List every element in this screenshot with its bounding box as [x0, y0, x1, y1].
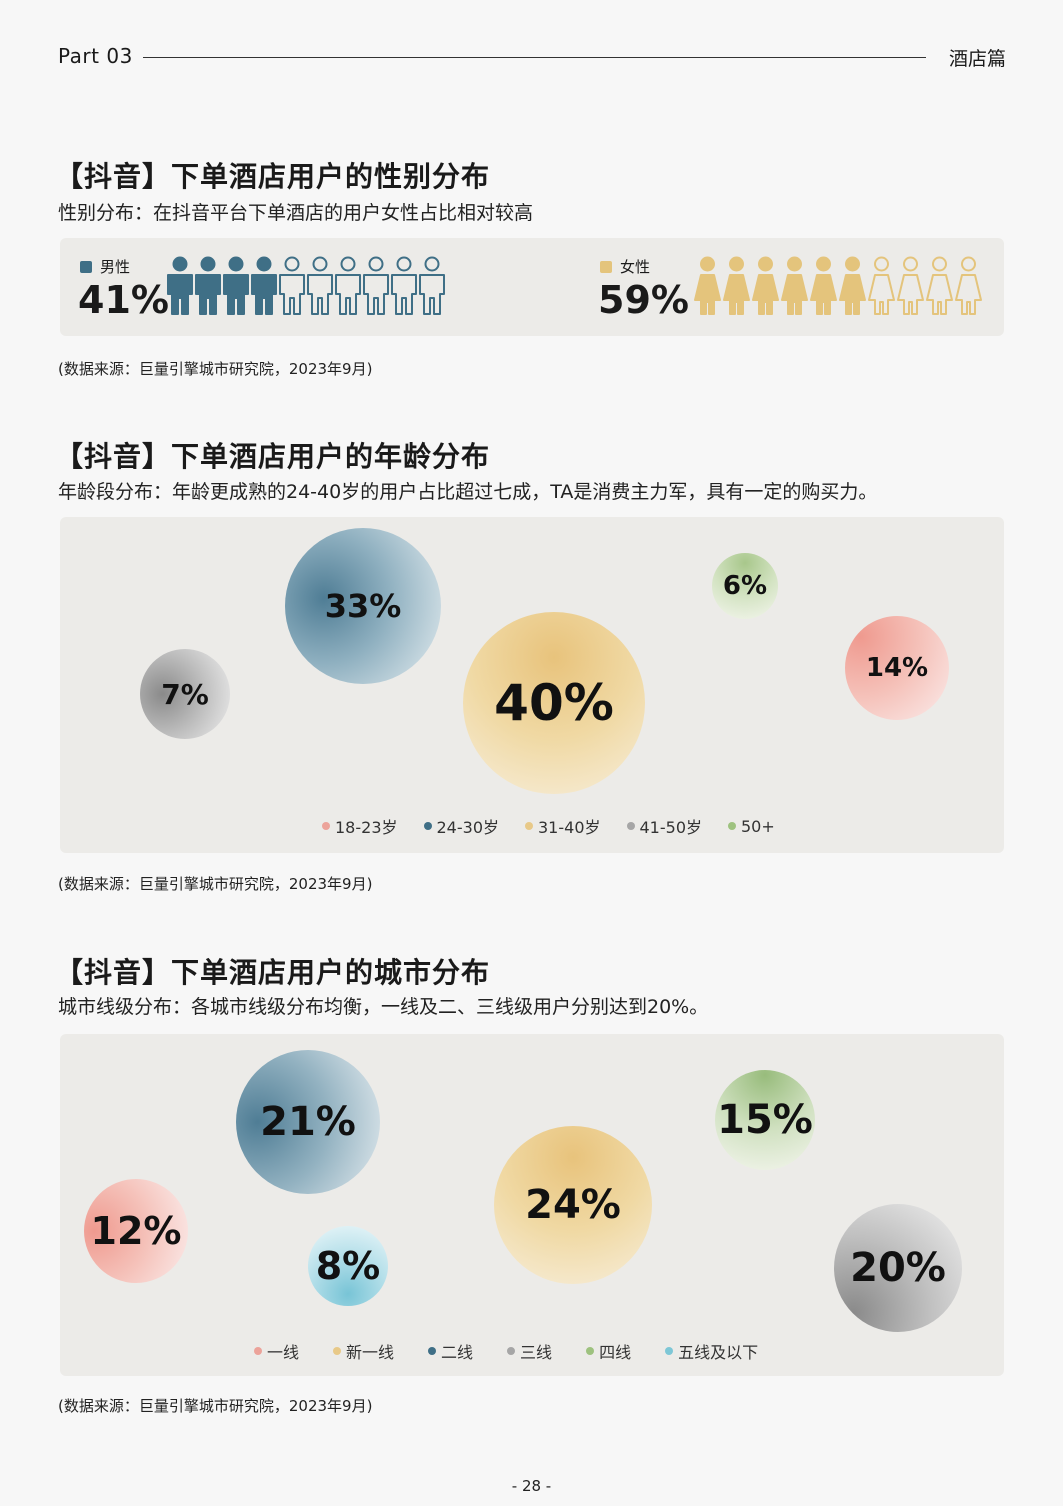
header-divider [143, 57, 926, 58]
city-legend-item: 新一线 [333, 1339, 394, 1363]
female-legend: 女性 [600, 256, 650, 277]
age-legend-item: 18-23岁 [322, 814, 398, 838]
city-legend-item: 二线 [428, 1339, 473, 1363]
male-person-icon [279, 256, 305, 315]
male-person-icon [391, 256, 417, 315]
city-bubble-tier3: 20% [834, 1204, 962, 1332]
city-legend-label: 新一线 [346, 1343, 395, 1362]
age-bubble-41-50: 7% [140, 649, 230, 739]
female-label: 女性 [620, 258, 651, 276]
female-person-icon [694, 256, 721, 315]
male-person-icon [251, 256, 277, 315]
female-person-icon [839, 256, 866, 315]
page-number: - 28 - [511, 1477, 552, 1495]
page-header: Part 03 酒店篇 [58, 44, 1006, 74]
age-legend-label: 50+ [741, 816, 775, 836]
legend-dot-icon [665, 1347, 674, 1355]
age-legend-item: 24-30岁 [423, 814, 500, 838]
female-percent: 59% [598, 278, 689, 322]
gender-source: (数据来源：巨量引擎城市研究院，2023年9月) [58, 360, 373, 378]
legend-dot-icon [586, 1347, 595, 1355]
city-legend-label: 一线 [267, 1343, 300, 1362]
age-legend: 18-23岁 24-30岁 31-40岁 41-50岁 50+ [322, 814, 775, 838]
age-legend-item: 50+ [728, 814, 775, 838]
age-legend-label: 18-23岁 [335, 818, 398, 837]
male-person-icon [167, 256, 193, 315]
male-person-icon [195, 256, 221, 315]
female-person-icon [781, 256, 808, 315]
male-person-icon [335, 256, 361, 315]
city-legend-label: 四线 [599, 1343, 632, 1362]
age-bubble-24-30: 33% [285, 528, 441, 684]
age-source: (数据来源：巨量引擎城市研究院，2023年9月) [58, 875, 373, 893]
female-person-icon [868, 256, 895, 315]
city-legend: 一线 新一线 二线 三线 四线 五线及以下 [254, 1339, 758, 1363]
city-bubble-newtier1: 24% [494, 1126, 652, 1284]
city-legend-label: 五线及以下 [678, 1343, 759, 1362]
city-section-subtitle: 城市线级分布：各城市线级分布均衡，一线及二、三线级用户分别达到20%。 [58, 996, 709, 1018]
male-person-icon [223, 256, 249, 315]
female-people-icons [693, 256, 983, 316]
city-legend-item: 三线 [507, 1339, 552, 1363]
gender-section-title: 【抖音】下单酒店用户的性别分布 [55, 160, 491, 193]
age-bubble-18-23: 14% [845, 616, 949, 720]
age-legend-item: 41-50岁 [626, 814, 703, 838]
legend-dot-icon [626, 822, 635, 830]
female-person-icon [955, 256, 982, 315]
city-legend-item: 一线 [254, 1339, 299, 1363]
gender-section-subtitle: 性别分布：在抖音平台下单酒店的用户女性占比相对较高 [58, 202, 534, 224]
gender-panel: 男性 41% 女性 59% [60, 238, 1004, 336]
age-legend-item: 31-40岁 [525, 814, 601, 838]
city-legend-item: 五线及以下 [665, 1339, 758, 1363]
male-square-icon [80, 260, 92, 273]
female-person-icon [752, 256, 779, 315]
male-legend: 男性 [80, 256, 130, 277]
city-bubble-tier2: 21% [236, 1050, 380, 1194]
age-panel: 33% 7% 40% 6% 14% 18-23岁 24-30岁 31-40岁 4… [60, 517, 1004, 853]
female-square-icon [600, 260, 612, 273]
male-people-icons [166, 256, 446, 316]
legend-dot-icon [525, 822, 533, 830]
age-section-title: 【抖音】下单酒店用户的年龄分布 [55, 440, 491, 473]
age-legend-label: 41-50岁 [639, 818, 703, 837]
age-legend-label: 24-30岁 [436, 818, 500, 837]
city-panel: 21% 12% 8% 24% 15% 20% 一线 新一线 二线 三线 四线 五… [60, 1034, 1004, 1376]
city-bubble-tier1: 12% [84, 1179, 188, 1283]
age-bubble-31-40: 40% [463, 612, 645, 794]
city-legend-label: 三线 [520, 1343, 553, 1362]
city-bubble-tier5: 8% [308, 1226, 388, 1306]
age-bubble-50plus: 6% [712, 553, 778, 619]
city-legend-label: 二线 [441, 1343, 474, 1362]
male-percent: 41% [78, 278, 169, 322]
female-person-icon [897, 256, 924, 315]
legend-dot-icon [507, 1347, 516, 1355]
age-legend-label: 31-40岁 [538, 818, 601, 837]
city-section-title: 【抖音】下单酒店用户的城市分布 [55, 956, 491, 989]
female-person-icon [810, 256, 837, 315]
male-person-icon [307, 256, 333, 315]
legend-dot-icon [728, 822, 736, 830]
male-person-icon [363, 256, 389, 315]
legend-dot-icon [423, 822, 432, 830]
city-legend-item: 四线 [586, 1339, 631, 1363]
female-person-icon [926, 256, 953, 315]
age-section-subtitle: 年龄段分布：年龄更成熟的24-40岁的用户占比超过七成，TA是消费主力军，具有一… [58, 481, 878, 503]
city-bubble-tier4: 15% [715, 1070, 815, 1170]
female-person-icon [723, 256, 750, 315]
legend-dot-icon [333, 1347, 342, 1355]
section-label: 酒店篇 [948, 48, 1006, 70]
male-label: 男性 [100, 258, 131, 276]
legend-dot-icon [322, 822, 330, 830]
male-person-icon [419, 256, 445, 315]
part-label: Part 03 [58, 44, 133, 68]
legend-dot-icon [254, 1347, 262, 1355]
legend-dot-icon [428, 1347, 437, 1355]
city-source: (数据来源：巨量引擎城市研究院，2023年9月) [58, 1397, 373, 1415]
